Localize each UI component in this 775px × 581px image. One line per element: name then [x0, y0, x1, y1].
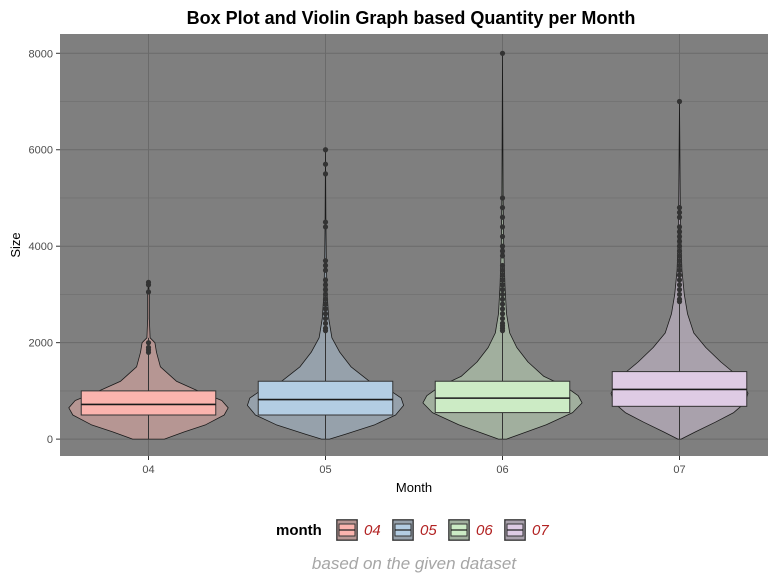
legend-label: 05 — [420, 522, 437, 539]
outlier-point — [499, 224, 506, 230]
outlier-point — [499, 287, 506, 293]
outlier-point — [676, 243, 683, 249]
chart-caption: based on the given dataset — [312, 554, 517, 573]
outlier-point — [499, 253, 506, 259]
y-axis-label: Size — [8, 232, 23, 257]
outlier-point — [322, 171, 329, 177]
outlier-point — [676, 98, 683, 105]
outlier-point — [499, 248, 506, 254]
y-tick-label: 0 — [47, 434, 53, 446]
outlier-point — [676, 282, 683, 288]
outlier-point — [676, 277, 683, 283]
outlier-point — [499, 306, 506, 312]
outlier-point — [676, 287, 683, 293]
outlier-point — [145, 289, 152, 295]
outlier-point — [322, 147, 329, 153]
outlier-point — [322, 262, 329, 269]
outlier-point — [676, 214, 683, 220]
y-tick-label: 6000 — [29, 145, 53, 157]
outlier-point — [499, 291, 506, 298]
outlier-point — [676, 296, 683, 302]
outlier-point — [322, 258, 329, 264]
outlier-point — [676, 229, 683, 235]
outlier-point — [322, 161, 329, 167]
box-iqr — [80, 390, 217, 416]
outlier-point — [499, 315, 506, 322]
x-tick-label: 06 — [496, 464, 508, 476]
outlier-point — [676, 262, 683, 269]
x-tick-label: 07 — [673, 464, 685, 476]
legend-label: 04 — [364, 522, 381, 539]
x-axis-label: Month — [396, 480, 432, 495]
outlier-point — [676, 253, 683, 259]
outlier-point — [322, 325, 329, 331]
outliers-layer — [145, 50, 683, 355]
outlier-point — [145, 340, 152, 346]
x-axis-ticks: 04 05 06 07 — [142, 456, 686, 476]
box-iqr — [434, 380, 571, 414]
outlier-point — [676, 224, 683, 230]
outlier-point — [322, 320, 329, 326]
outlier-point — [322, 267, 329, 273]
outlier-point — [676, 291, 683, 298]
outlier-point — [322, 291, 329, 298]
outlier-point — [499, 277, 506, 283]
outlier-point — [676, 267, 683, 273]
outlier-point — [676, 233, 683, 240]
outlier-point — [322, 287, 329, 293]
legend-label: 07 — [532, 522, 549, 539]
y-tick-label: 2000 — [29, 338, 53, 350]
outlier-point — [322, 224, 329, 230]
outlier-point — [499, 282, 506, 288]
outlier-point — [676, 209, 683, 216]
x-tick-label: 05 — [319, 464, 331, 476]
outlier-point — [322, 306, 329, 312]
outlier-point — [499, 195, 506, 201]
legend-title: month — [276, 522, 322, 539]
box-iqr — [257, 380, 394, 416]
legend-label: 06 — [476, 522, 493, 539]
outlier-point — [499, 205, 506, 211]
outlier-point — [499, 243, 506, 249]
outlier-point — [322, 315, 329, 322]
outlier-point — [499, 301, 506, 307]
outlier-point — [322, 296, 329, 302]
outlier-point — [322, 277, 329, 283]
outlier-point — [676, 238, 683, 244]
outlier-point — [322, 282, 329, 288]
outlier-point — [322, 219, 329, 225]
chart-title: Box Plot and Violin Graph based Quantity… — [187, 8, 636, 28]
outlier-point — [499, 267, 506, 273]
outlier-point — [676, 272, 683, 278]
outlier-point — [499, 272, 506, 278]
outlier-point — [322, 311, 329, 317]
outlier-point — [499, 233, 506, 240]
outlier-point — [145, 344, 152, 351]
outlier-point — [322, 301, 329, 307]
outlier-point — [499, 50, 506, 56]
y-tick-label: 4000 — [29, 241, 53, 253]
outlier-point — [499, 320, 506, 326]
outlier-point — [676, 258, 683, 264]
outlier-point — [499, 262, 506, 269]
outlier-point — [499, 214, 506, 220]
outlier-point — [499, 311, 506, 317]
outlier-point — [499, 296, 506, 302]
y-axis-ticks: 0 2000 4000 6000 8000 — [29, 48, 60, 446]
legend: month 04 05 06 07 — [276, 519, 549, 541]
x-tick-label: 04 — [142, 464, 154, 476]
y-tick-label: 8000 — [29, 48, 53, 60]
outlier-point — [676, 205, 683, 211]
outlier-point — [676, 248, 683, 254]
outlier-point — [145, 279, 152, 285]
